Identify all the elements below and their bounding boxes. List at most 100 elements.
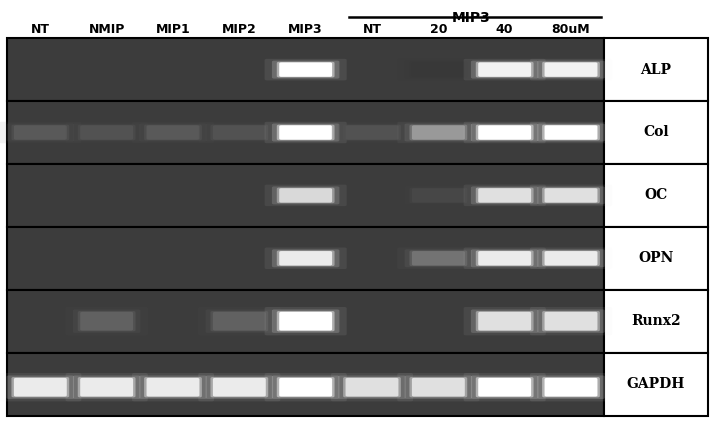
FancyBboxPatch shape — [537, 123, 605, 142]
FancyBboxPatch shape — [279, 251, 332, 265]
FancyBboxPatch shape — [73, 123, 140, 142]
FancyBboxPatch shape — [463, 59, 546, 81]
FancyBboxPatch shape — [398, 122, 479, 143]
FancyBboxPatch shape — [14, 126, 66, 140]
FancyBboxPatch shape — [6, 123, 74, 142]
Bar — [7, 101, 604, 164]
FancyBboxPatch shape — [206, 310, 273, 333]
FancyBboxPatch shape — [471, 187, 538, 204]
FancyBboxPatch shape — [530, 184, 612, 206]
FancyBboxPatch shape — [213, 312, 266, 331]
Text: 40: 40 — [496, 23, 513, 36]
FancyBboxPatch shape — [542, 251, 600, 266]
FancyBboxPatch shape — [198, 373, 280, 402]
FancyBboxPatch shape — [412, 251, 465, 265]
FancyBboxPatch shape — [265, 373, 347, 402]
FancyBboxPatch shape — [277, 311, 335, 331]
FancyBboxPatch shape — [80, 378, 133, 396]
FancyBboxPatch shape — [206, 376, 273, 399]
Bar — [7, 164, 604, 227]
FancyBboxPatch shape — [471, 61, 538, 78]
FancyBboxPatch shape — [478, 62, 531, 77]
FancyBboxPatch shape — [537, 187, 605, 204]
FancyBboxPatch shape — [410, 187, 467, 203]
FancyBboxPatch shape — [78, 377, 136, 397]
Bar — [604, 164, 708, 227]
FancyBboxPatch shape — [530, 373, 612, 402]
Bar — [604, 353, 708, 416]
FancyBboxPatch shape — [14, 378, 66, 396]
FancyBboxPatch shape — [530, 248, 612, 269]
FancyBboxPatch shape — [265, 184, 347, 206]
FancyBboxPatch shape — [405, 376, 472, 399]
FancyBboxPatch shape — [213, 126, 266, 140]
FancyBboxPatch shape — [78, 125, 136, 140]
FancyBboxPatch shape — [530, 307, 612, 335]
FancyBboxPatch shape — [478, 378, 531, 396]
FancyBboxPatch shape — [11, 377, 69, 397]
FancyBboxPatch shape — [405, 187, 472, 204]
FancyBboxPatch shape — [277, 187, 335, 203]
FancyBboxPatch shape — [272, 187, 340, 204]
FancyBboxPatch shape — [66, 307, 148, 335]
FancyBboxPatch shape — [78, 311, 136, 331]
FancyBboxPatch shape — [537, 249, 605, 267]
FancyBboxPatch shape — [338, 123, 405, 142]
Text: 20: 20 — [430, 23, 447, 36]
FancyBboxPatch shape — [277, 62, 335, 78]
FancyBboxPatch shape — [6, 376, 74, 399]
FancyBboxPatch shape — [537, 376, 605, 399]
Bar — [604, 227, 708, 290]
Text: OPN: OPN — [638, 251, 674, 265]
Bar — [604, 290, 708, 353]
FancyBboxPatch shape — [410, 125, 467, 140]
FancyBboxPatch shape — [545, 312, 598, 331]
FancyBboxPatch shape — [210, 377, 268, 397]
FancyBboxPatch shape — [545, 62, 598, 77]
FancyBboxPatch shape — [475, 62, 533, 78]
FancyBboxPatch shape — [463, 373, 546, 402]
FancyBboxPatch shape — [11, 125, 69, 140]
FancyBboxPatch shape — [210, 311, 268, 331]
FancyBboxPatch shape — [0, 122, 82, 143]
FancyBboxPatch shape — [542, 187, 600, 203]
Text: Runx2: Runx2 — [631, 314, 681, 328]
FancyBboxPatch shape — [410, 377, 467, 397]
FancyBboxPatch shape — [338, 376, 405, 399]
FancyBboxPatch shape — [530, 122, 612, 143]
Text: NMIP: NMIP — [89, 23, 125, 36]
FancyBboxPatch shape — [210, 125, 268, 140]
FancyBboxPatch shape — [279, 312, 332, 331]
FancyBboxPatch shape — [545, 126, 598, 140]
FancyBboxPatch shape — [478, 312, 531, 331]
FancyBboxPatch shape — [272, 249, 340, 267]
FancyBboxPatch shape — [410, 62, 467, 78]
FancyBboxPatch shape — [277, 125, 335, 140]
FancyBboxPatch shape — [410, 251, 467, 266]
Bar — [604, 38, 708, 101]
FancyBboxPatch shape — [478, 188, 531, 203]
FancyBboxPatch shape — [147, 378, 199, 396]
Text: MIP3: MIP3 — [452, 11, 491, 25]
FancyBboxPatch shape — [66, 122, 148, 143]
FancyBboxPatch shape — [463, 184, 546, 206]
FancyBboxPatch shape — [471, 249, 538, 267]
FancyBboxPatch shape — [265, 122, 347, 143]
FancyBboxPatch shape — [80, 312, 133, 331]
FancyBboxPatch shape — [198, 122, 280, 143]
FancyBboxPatch shape — [475, 377, 533, 397]
FancyBboxPatch shape — [265, 248, 347, 269]
FancyBboxPatch shape — [73, 310, 140, 333]
FancyBboxPatch shape — [132, 122, 214, 143]
Text: ALP: ALP — [641, 63, 671, 77]
FancyBboxPatch shape — [343, 377, 401, 397]
FancyBboxPatch shape — [475, 251, 533, 266]
FancyBboxPatch shape — [537, 310, 605, 333]
FancyBboxPatch shape — [277, 377, 335, 397]
FancyBboxPatch shape — [272, 123, 340, 142]
FancyBboxPatch shape — [545, 188, 598, 203]
FancyBboxPatch shape — [331, 122, 413, 143]
FancyBboxPatch shape — [545, 251, 598, 265]
Text: NT: NT — [363, 23, 382, 36]
FancyBboxPatch shape — [279, 126, 332, 140]
